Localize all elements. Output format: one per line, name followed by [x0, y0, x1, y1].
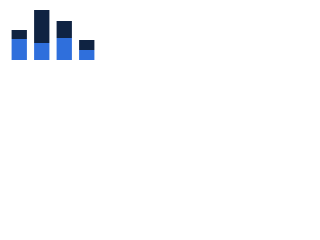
bar-segment [79, 50, 95, 60]
chart [0, 0, 100, 71]
bar-segment [79, 40, 95, 50]
bar-segment [56, 21, 72, 38]
bar-segment [34, 43, 50, 60]
bar-segment [11, 39, 27, 60]
bar-segment [11, 30, 27, 39]
bar-segment [34, 10, 50, 43]
page: (() => { const data = JSON.parse(documen… [0, 0, 320, 71]
bar-segment [56, 38, 72, 60]
